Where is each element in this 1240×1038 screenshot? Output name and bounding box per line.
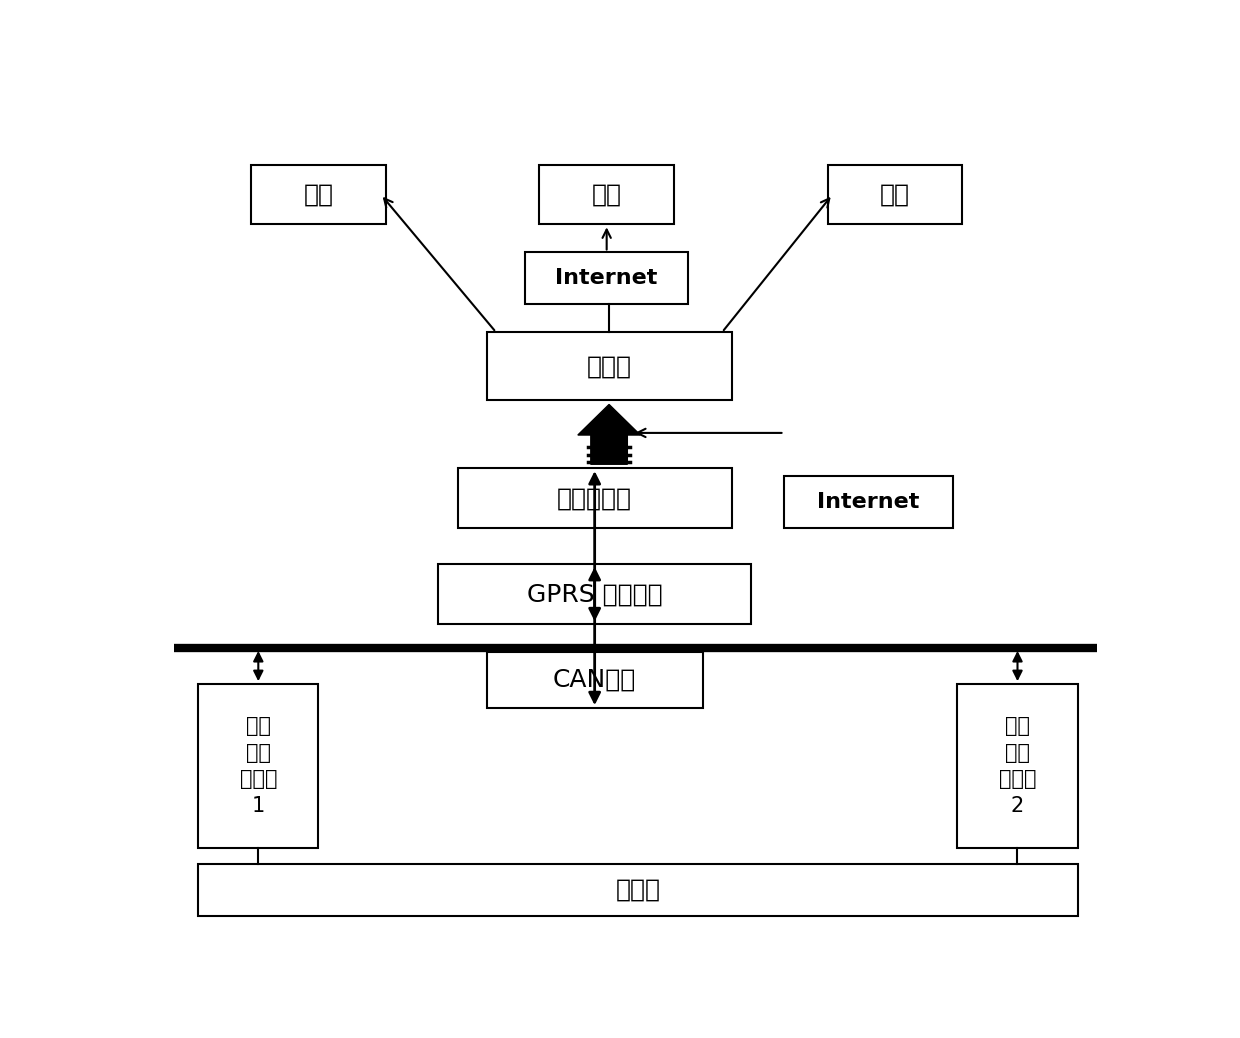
Bar: [785, 476, 952, 528]
Bar: [458, 468, 732, 528]
Text: 用户: 用户: [304, 183, 334, 207]
Bar: [525, 252, 688, 304]
Bar: [439, 565, 750, 624]
Bar: [539, 165, 675, 224]
Text: Internet: Internet: [817, 492, 920, 512]
Text: 用户: 用户: [880, 183, 910, 207]
Text: Internet: Internet: [556, 269, 658, 289]
Bar: [250, 165, 386, 224]
Text: 光栅
位移
传感器
1: 光栅 位移 传感器 1: [239, 716, 277, 816]
Text: 用户: 用户: [591, 183, 621, 207]
Bar: [198, 684, 319, 848]
Bar: [486, 652, 703, 708]
Text: GPRS 通信模块: GPRS 通信模块: [527, 582, 662, 606]
Text: CAN总线: CAN总线: [553, 668, 636, 692]
Text: 光栅
位移
传感器
2: 光栅 位移 传感器 2: [998, 716, 1037, 816]
Text: 服务器: 服务器: [587, 354, 631, 378]
Text: 无线互联网: 无线互联网: [557, 486, 632, 511]
Text: 轨道板: 轨道板: [615, 878, 661, 902]
Bar: [957, 684, 1078, 848]
Bar: [486, 332, 732, 401]
Bar: [828, 165, 962, 224]
FancyArrow shape: [578, 405, 640, 464]
Bar: [198, 864, 1078, 916]
